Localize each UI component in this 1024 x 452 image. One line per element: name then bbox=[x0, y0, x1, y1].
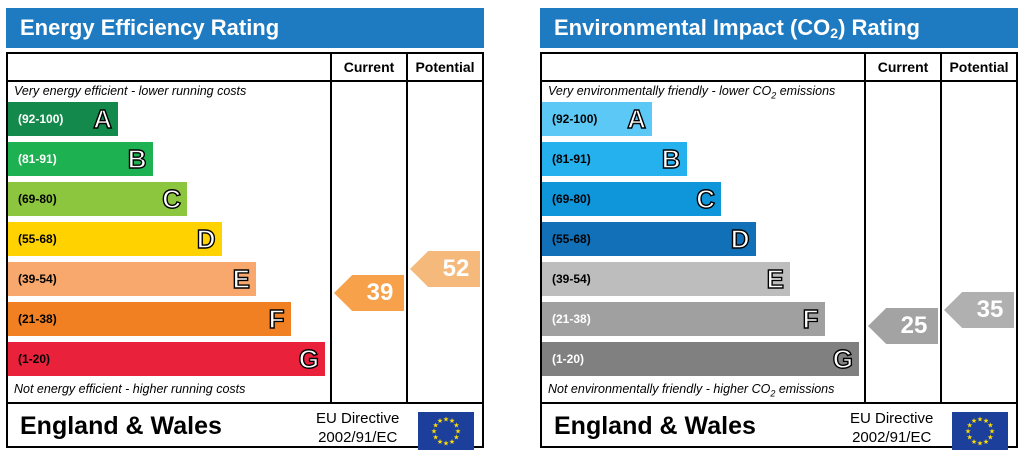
eu-star-icon: ★ bbox=[443, 440, 449, 448]
rating-frame: Current Potential Very energy efficient … bbox=[6, 52, 484, 450]
rating-band-e: (39-54) E bbox=[8, 262, 256, 296]
rating-band-a: (92-100) A bbox=[8, 102, 118, 136]
potential-rating-value: 52 bbox=[442, 255, 470, 282]
eu-star-icon: ★ bbox=[437, 417, 443, 425]
rating-band-d: (55-68) D bbox=[542, 222, 756, 256]
footer-region-label: England & Wales bbox=[554, 412, 756, 440]
eu-star-icon: ★ bbox=[983, 438, 989, 446]
eu-star-icon: ★ bbox=[431, 428, 437, 436]
band-range-label: (1-20) bbox=[552, 352, 585, 366]
eu-flag-icon: ★ ★★★★★★★★★★★ bbox=[418, 412, 474, 450]
panel-title: Energy Efficiency Rating bbox=[6, 8, 484, 48]
bottom-note: Not energy efficient - higher running co… bbox=[14, 382, 246, 396]
band-range-label: (21-38) bbox=[552, 312, 591, 326]
rating-band-a: (92-100) A bbox=[542, 102, 652, 136]
eu-star-icon: ★ bbox=[449, 417, 455, 425]
eu-star-icon: ★ bbox=[432, 422, 438, 430]
eu-star-icon: ★ bbox=[971, 438, 977, 446]
eu-star-icon: ★ bbox=[437, 438, 443, 446]
eu-star-icon: ★ bbox=[983, 417, 989, 425]
band-letter: D bbox=[196, 223, 216, 254]
band-range-label: (69-80) bbox=[18, 192, 57, 206]
eu-directive-text: EU Directive 2002/91/EC bbox=[316, 409, 399, 447]
eu-star-icon: ★ bbox=[966, 422, 972, 430]
rating-band-b: (81-91) B bbox=[8, 142, 153, 176]
bottom-note: Not environmentally friendly - higher CO… bbox=[548, 382, 835, 399]
eu-star-icon: ★ bbox=[443, 416, 449, 424]
rating-band-c: (69-80) C bbox=[8, 182, 187, 216]
band-letter: A bbox=[627, 103, 647, 134]
eu-star-icon: ★ bbox=[987, 434, 993, 442]
eu-star-icon: ★ bbox=[977, 416, 983, 424]
band-letter: A bbox=[93, 103, 113, 134]
band-letter: C bbox=[696, 183, 716, 214]
potential-rating-value: 35 bbox=[976, 296, 1004, 323]
band-letter: E bbox=[766, 263, 785, 294]
rating-band-f: (21-38) F bbox=[542, 302, 825, 336]
eu-flag-icon: ★ ★★★★★★★★★★★ bbox=[952, 412, 1008, 450]
band-range-label: (39-54) bbox=[18, 272, 57, 286]
directive-line-2: 2002/91/EC bbox=[852, 429, 932, 446]
eu-star-icon: ★ bbox=[987, 422, 993, 430]
potential-rating-arrow: 35 bbox=[944, 292, 1014, 328]
band-range-label: (21-38) bbox=[18, 312, 57, 326]
band-range-label: (55-68) bbox=[552, 232, 591, 246]
eu-star-icon: ★ bbox=[455, 428, 461, 436]
rating-band-b: (81-91) B bbox=[542, 142, 687, 176]
top-note: Very environmentally friendly - lower CO… bbox=[548, 84, 836, 101]
potential-column-header: Potential bbox=[949, 59, 1009, 75]
band-range-label: (92-100) bbox=[552, 112, 598, 126]
band-letter: F bbox=[802, 303, 819, 334]
eu-star-icon: ★ bbox=[977, 440, 983, 448]
band-letter: E bbox=[232, 263, 251, 294]
rating-band-f: (21-38) F bbox=[8, 302, 291, 336]
eu-star-icon: ★ bbox=[432, 434, 438, 442]
band-range-label: (81-91) bbox=[552, 152, 591, 166]
band-range-label: (81-91) bbox=[18, 152, 57, 166]
directive-line-1: EU Directive bbox=[316, 410, 400, 427]
band-letter: F bbox=[268, 303, 285, 334]
rating-band-e: (39-54) E bbox=[542, 262, 790, 296]
potential-column-header: Potential bbox=[415, 59, 475, 75]
band-range-label: (1-20) bbox=[18, 352, 51, 366]
rating-band-g: (1-20) G bbox=[542, 342, 859, 376]
band-letter: G bbox=[832, 343, 854, 374]
rating-band-d: (55-68) D bbox=[8, 222, 222, 256]
eu-star-icon: ★ bbox=[971, 417, 977, 425]
band-letter: D bbox=[730, 223, 750, 254]
eu-star-icon: ★ bbox=[965, 428, 971, 436]
environmental-impact-panel: Environmental Impact (CO2) Rating Curren… bbox=[540, 8, 1018, 450]
potential-rating-arrow: 52 bbox=[410, 251, 480, 287]
band-range-label: (39-54) bbox=[552, 272, 591, 286]
top-note: Very energy efficient - lower running co… bbox=[14, 84, 247, 98]
directive-line-2: 2002/91/EC bbox=[318, 429, 398, 446]
band-range-label: (55-68) bbox=[18, 232, 57, 246]
current-column-header: Current bbox=[343, 59, 395, 75]
directive-line-1: EU Directive bbox=[850, 410, 934, 427]
current-rating-value: 39 bbox=[366, 279, 394, 306]
footer-region-label: England & Wales bbox=[20, 412, 222, 440]
eu-star-icon: ★ bbox=[989, 428, 995, 436]
eu-star-icon: ★ bbox=[453, 422, 459, 430]
current-rating-value: 25 bbox=[900, 312, 928, 339]
band-letter: B bbox=[661, 143, 681, 174]
band-letter: G bbox=[298, 343, 320, 374]
band-letter: B bbox=[127, 143, 147, 174]
panel-title: Environmental Impact (CO2) Rating bbox=[540, 8, 1018, 48]
band-range-label: (92-100) bbox=[18, 112, 64, 126]
current-rating-arrow: 25 bbox=[868, 308, 938, 344]
rating-frame: Current Potential Very environmentally f… bbox=[540, 52, 1018, 450]
energy-efficiency-panel: Energy Efficiency Rating Current Potenti… bbox=[6, 8, 484, 450]
current-rating-arrow: 39 bbox=[334, 275, 404, 311]
eu-star-icon: ★ bbox=[449, 438, 455, 446]
rating-band-c: (69-80) C bbox=[542, 182, 721, 216]
current-column-header: Current bbox=[877, 59, 929, 75]
band-letter: C bbox=[162, 183, 182, 214]
band-range-label: (69-80) bbox=[552, 192, 591, 206]
rating-band-g: (1-20) G bbox=[8, 342, 325, 376]
eu-star-icon: ★ bbox=[453, 434, 459, 442]
eu-star-icon: ★ bbox=[966, 434, 972, 442]
eu-directive-text: EU Directive 2002/91/EC bbox=[850, 409, 933, 447]
